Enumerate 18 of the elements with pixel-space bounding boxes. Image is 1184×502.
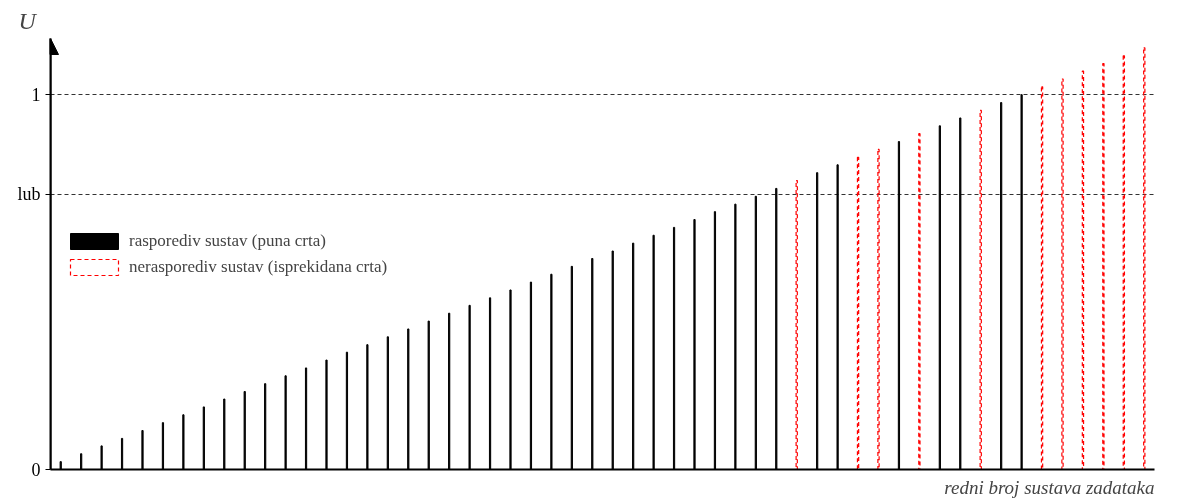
legend-label: rasporediv sustav (puna crta) bbox=[129, 230, 326, 251]
bar bbox=[1061, 78, 1064, 470]
bar bbox=[1040, 86, 1044, 470]
bar bbox=[918, 133, 921, 470]
bar bbox=[1143, 47, 1146, 470]
y-tick-label: 1 bbox=[31, 84, 41, 105]
x-axis-title: redni broj sustava zadataka bbox=[944, 476, 1155, 498]
bar bbox=[1122, 55, 1126, 470]
bar bbox=[1102, 63, 1105, 470]
bar bbox=[795, 179, 798, 470]
bar bbox=[1081, 70, 1085, 470]
bar bbox=[979, 109, 982, 470]
y-axis-title: U bbox=[18, 7, 38, 34]
bar bbox=[877, 148, 880, 470]
y-tick-label: 0 bbox=[31, 459, 41, 480]
bar bbox=[856, 156, 860, 470]
y-tick-label: lub bbox=[17, 184, 41, 205]
legend-label: nerasporediv sustav (isprekidana crta) bbox=[129, 256, 388, 277]
